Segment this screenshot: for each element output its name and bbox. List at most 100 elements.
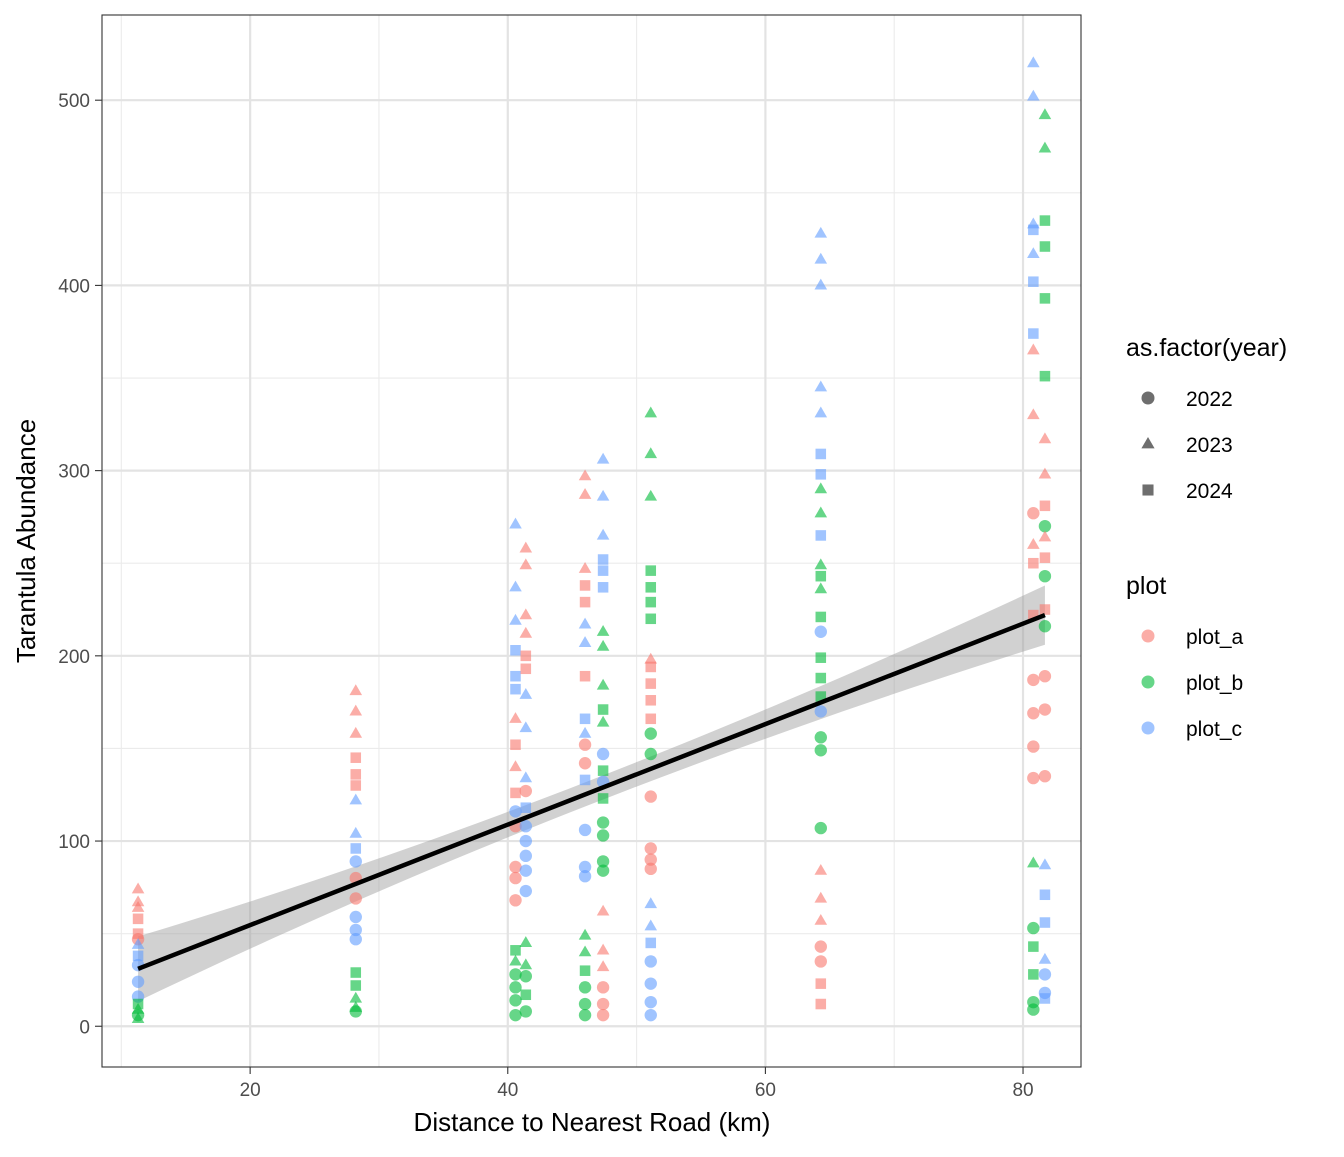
data-point bbox=[579, 580, 591, 591]
data-point bbox=[578, 997, 592, 1011]
data-point bbox=[349, 933, 362, 946]
data-point bbox=[520, 650, 532, 662]
data-point bbox=[1038, 968, 1052, 981]
data-point bbox=[509, 860, 522, 874]
data-point bbox=[578, 823, 592, 837]
data-point bbox=[596, 997, 610, 1011]
data-point bbox=[815, 611, 827, 623]
data-point bbox=[596, 625, 610, 636]
data-point bbox=[519, 834, 533, 848]
data-point bbox=[1039, 500, 1051, 512]
data-point bbox=[578, 981, 592, 994]
data-point bbox=[1027, 740, 1040, 753]
panel-border bbox=[101, 14, 1082, 1068]
data-point bbox=[350, 980, 362, 991]
data-point bbox=[1039, 889, 1051, 901]
data-point bbox=[597, 765, 609, 776]
data-point bbox=[519, 784, 533, 798]
y-tick-label: 0 bbox=[79, 1017, 90, 1038]
data-point bbox=[510, 739, 521, 751]
data-point bbox=[349, 910, 362, 924]
data-point bbox=[815, 448, 827, 460]
data-point bbox=[578, 757, 592, 770]
data-point bbox=[519, 849, 533, 863]
data-point bbox=[520, 802, 532, 813]
data-point bbox=[596, 715, 610, 727]
data-point bbox=[644, 862, 657, 876]
data-point bbox=[509, 712, 522, 723]
data-point bbox=[645, 713, 657, 725]
data-point bbox=[814, 940, 827, 953]
data-point bbox=[349, 704, 363, 716]
y-axis-title: Tarantula Abundance bbox=[11, 419, 41, 663]
data-point bbox=[814, 955, 827, 968]
data-point bbox=[815, 978, 827, 989]
data-point bbox=[596, 489, 610, 501]
data-point bbox=[645, 582, 657, 593]
data-point bbox=[1028, 941, 1039, 952]
data-point bbox=[1027, 856, 1040, 868]
data-point bbox=[596, 747, 610, 761]
data-point bbox=[1027, 408, 1040, 420]
x-tick-label: 80 bbox=[1012, 1080, 1033, 1101]
data-point bbox=[131, 882, 145, 894]
data-point bbox=[814, 891, 828, 903]
data-point bbox=[596, 678, 610, 690]
data-point bbox=[814, 406, 828, 418]
data-point bbox=[1027, 247, 1040, 259]
data-point bbox=[645, 613, 657, 625]
legend-label-plot_a: plot_a bbox=[1186, 626, 1244, 649]
y-tick-label: 200 bbox=[58, 647, 90, 668]
data-point bbox=[510, 670, 521, 682]
data-point bbox=[131, 895, 145, 907]
data-point bbox=[519, 626, 533, 638]
data-point bbox=[815, 672, 827, 684]
data-point bbox=[519, 970, 533, 983]
trend-line-layer bbox=[137, 612, 1046, 971]
data-point bbox=[1027, 537, 1040, 549]
data-point bbox=[1027, 1003, 1040, 1016]
data-point bbox=[578, 928, 592, 940]
data-point bbox=[645, 937, 657, 949]
data-point bbox=[349, 826, 363, 838]
data-point bbox=[644, 853, 657, 866]
data-point bbox=[1038, 432, 1052, 444]
legend-title-year: as.factor(year) bbox=[1126, 334, 1287, 362]
data-point bbox=[645, 596, 657, 608]
data-point bbox=[1038, 530, 1052, 542]
data-point bbox=[509, 994, 522, 1007]
data-point bbox=[578, 1008, 592, 1022]
data-point bbox=[519, 936, 533, 948]
data-point bbox=[1027, 507, 1040, 520]
legend-plot-entries: plot_a plot_b plot_c bbox=[1141, 626, 1244, 741]
data-point bbox=[596, 1008, 610, 1022]
y-tick-label: 500 bbox=[58, 91, 90, 112]
data-point bbox=[349, 793, 363, 805]
trend-line bbox=[137, 612, 1046, 971]
data-point bbox=[1027, 707, 1040, 720]
data-point bbox=[349, 684, 363, 696]
data-point bbox=[519, 541, 533, 553]
data-point bbox=[645, 695, 657, 706]
data-point bbox=[519, 884, 533, 898]
data-point bbox=[349, 726, 363, 738]
data-point bbox=[509, 760, 522, 772]
data-point bbox=[510, 645, 521, 656]
data-point bbox=[814, 705, 827, 718]
data-point bbox=[1038, 670, 1052, 683]
data-point bbox=[596, 528, 610, 540]
data-point bbox=[1038, 519, 1052, 533]
data-point bbox=[597, 554, 609, 565]
y-tick-label: 300 bbox=[58, 462, 90, 483]
data-point bbox=[596, 639, 610, 651]
data-point bbox=[815, 469, 827, 480]
data-point bbox=[131, 938, 145, 949]
data-point bbox=[815, 998, 827, 1010]
data-point bbox=[350, 967, 362, 978]
data-point bbox=[131, 900, 145, 912]
data-point bbox=[814, 582, 828, 594]
data-point bbox=[520, 663, 532, 675]
data-point bbox=[814, 744, 827, 757]
data-point bbox=[1027, 673, 1040, 687]
legend-label-2024: 2024 bbox=[1186, 480, 1233, 503]
